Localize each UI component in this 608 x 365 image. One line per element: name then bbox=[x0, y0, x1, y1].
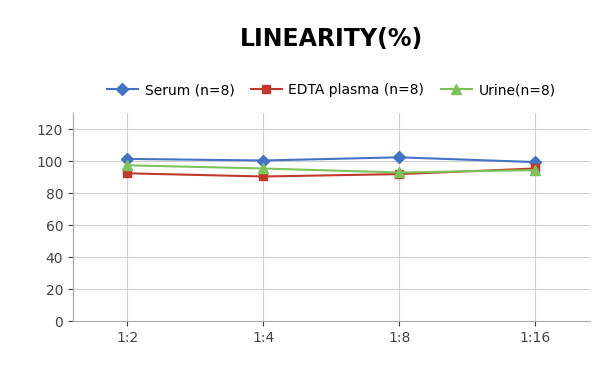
EDTA plasma (n=8) bbox=[123, 171, 131, 176]
Text: LINEARITY(%): LINEARITY(%) bbox=[240, 27, 423, 51]
Urine(n=8) bbox=[260, 166, 267, 171]
Serum (n=8) bbox=[260, 158, 267, 163]
Urine(n=8) bbox=[123, 163, 131, 168]
EDTA plasma (n=8) bbox=[396, 172, 403, 176]
EDTA plasma (n=8) bbox=[260, 174, 267, 179]
Serum (n=8) bbox=[396, 155, 403, 160]
Serum (n=8) bbox=[123, 157, 131, 161]
Line: Urine(n=8): Urine(n=8) bbox=[122, 161, 541, 177]
Legend: Serum (n=8), EDTA plasma (n=8), Urine(n=8): Serum (n=8), EDTA plasma (n=8), Urine(n=… bbox=[107, 83, 556, 97]
Line: EDTA plasma (n=8): EDTA plasma (n=8) bbox=[123, 164, 539, 181]
Urine(n=8) bbox=[532, 168, 539, 172]
Serum (n=8) bbox=[532, 160, 539, 164]
EDTA plasma (n=8) bbox=[532, 166, 539, 171]
Line: Serum (n=8): Serum (n=8) bbox=[123, 153, 539, 166]
Urine(n=8) bbox=[396, 170, 403, 175]
